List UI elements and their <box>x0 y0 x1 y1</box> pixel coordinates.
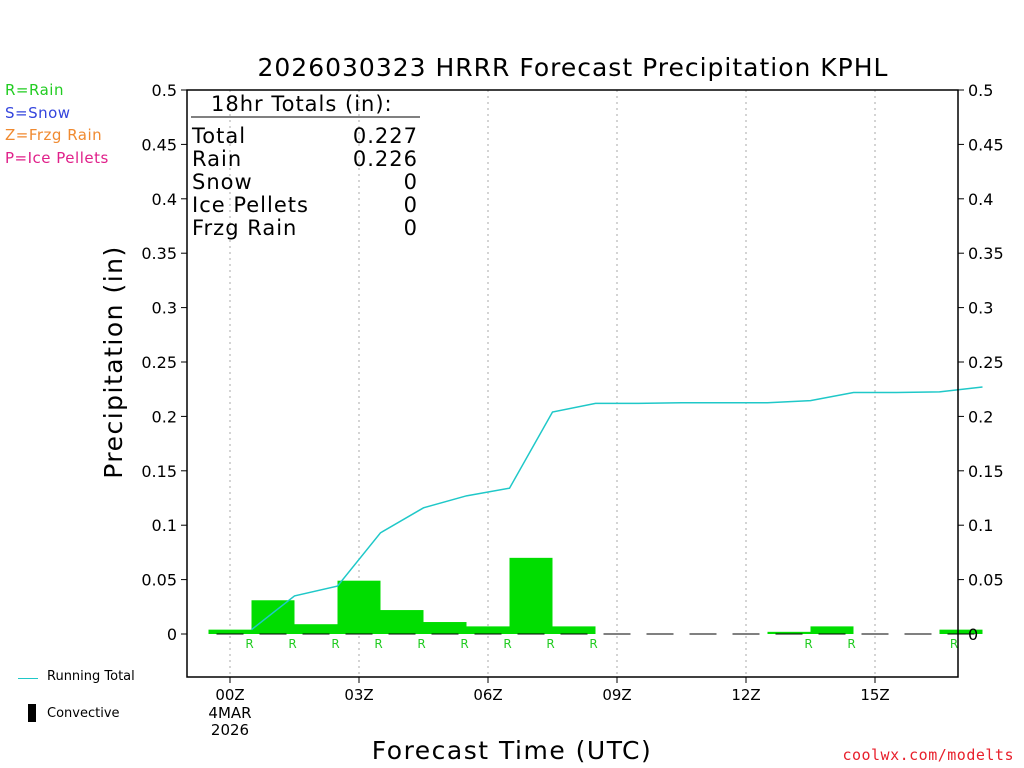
running-total-series <box>251 386 983 631</box>
ptype-label: R <box>417 637 425 651</box>
y-tick-label-right: 0.2 <box>968 407 993 426</box>
ptype-label: R <box>804 637 812 651</box>
convective-swatch <box>28 704 36 722</box>
x-tick-label: 09Z <box>602 686 631 704</box>
ptype-label: R <box>460 637 468 651</box>
ptype-label: R <box>245 637 253 651</box>
y-tick-label-left: 0.1 <box>152 516 177 535</box>
y-tick-label-right: 0.4 <box>968 190 993 209</box>
legend-freezing-rain: Z=Frzg Rain <box>5 126 103 144</box>
x-tick-sublabel: 2026 <box>211 721 249 739</box>
totals-row-value: 0 <box>404 216 418 240</box>
ptype-label: R <box>847 637 855 651</box>
precip-bar <box>939 629 983 634</box>
totals-row-label: Snow <box>192 170 253 194</box>
chart-axes <box>181 89 964 683</box>
x-tick-label: 12Z <box>731 686 760 704</box>
totals-row-value: 0.226 <box>353 147 418 171</box>
ptype-label: R <box>950 637 958 651</box>
totals-row-value: 0 <box>404 193 418 217</box>
precip-bar <box>509 557 553 634</box>
y-tick-label-left: 0.25 <box>141 353 177 372</box>
y-tick-label-left: 0.4 <box>152 190 177 209</box>
y-tick-label-left: 0.35 <box>141 244 177 263</box>
running-total-label: Running Total <box>47 669 135 684</box>
ptype-label: R <box>503 637 511 651</box>
precip-bar <box>294 624 338 634</box>
ptype-label: R <box>589 637 597 651</box>
legend-snow: S=Snow <box>5 104 71 122</box>
y-tick-label-right: 0.3 <box>968 299 993 318</box>
precip-bar <box>380 610 424 634</box>
precip-bar <box>251 600 295 634</box>
running-total-swatch <box>18 678 38 679</box>
totals-row-label: Total <box>191 124 246 148</box>
legend-rain: R=Rain <box>5 81 64 99</box>
chart-text: 0 00.05 0.050.1 0.10.15 0.150.2 0.20.25 0.250.… <box>99 53 1004 765</box>
x-tick-sublabel: 4MAR <box>208 704 251 722</box>
precip-bar <box>810 626 854 634</box>
y-tick-label-left: 0.2 <box>152 407 177 426</box>
y-tick-label-left: 0 <box>167 625 177 644</box>
y-tick-label-left: 0.45 <box>141 135 177 154</box>
y-tick-label-right: 0.45 <box>968 135 1004 154</box>
precip-bar <box>552 626 596 634</box>
ptype-label: R <box>288 637 296 651</box>
y-axis-title: Precipitation (in) <box>99 245 128 479</box>
site-credit: coolwx.com/modelts <box>842 746 1014 764</box>
vertical-gridlines <box>229 90 876 677</box>
ptype-label: R <box>331 637 339 651</box>
ptype-label: R <box>374 637 382 651</box>
precip-bar <box>208 629 252 634</box>
precip-bar <box>466 626 510 634</box>
y-tick-label-right: 0.05 <box>968 571 1004 590</box>
y-tick-label-right: 0.1 <box>968 516 993 535</box>
totals-row-value: 0 <box>404 170 418 194</box>
y-tick-label-right: 0 <box>968 625 978 644</box>
totals-row-label: Frzg Rain <box>192 216 297 240</box>
y-tick-label-right: 0.25 <box>968 353 1004 372</box>
y-tick-label-left: 0.3 <box>152 299 177 318</box>
precip-bar <box>337 580 381 634</box>
precip-bar <box>423 622 467 634</box>
x-tick-label: 06Z <box>473 686 502 704</box>
y-tick-label-left: 0.15 <box>141 462 177 481</box>
totals-row-label: Rain <box>192 147 242 171</box>
totals-row-label: Ice Pellets <box>192 193 309 217</box>
y-tick-label-left: 0.05 <box>141 571 177 590</box>
running-total-line <box>251 386 983 631</box>
chart-title: 2026030323 HRRR Forecast Precipitation K… <box>257 53 888 82</box>
plot-frame <box>186 89 959 678</box>
totals-row-value: 0.227 <box>353 124 418 148</box>
x-tick-label: 03Z <box>344 686 373 704</box>
totals-header: 18hr Totals (in): <box>211 92 393 116</box>
legend-ice-pellets: P=Ice Pellets <box>5 149 109 167</box>
precip-bar <box>767 631 811 634</box>
x-axis-title: Forecast Time (UTC) <box>372 736 652 765</box>
y-tick-label-right: 0.15 <box>968 462 1004 481</box>
x-tick-label: 15Z <box>860 686 889 704</box>
convective-label: Convective <box>47 706 120 721</box>
ptype-label: R <box>546 637 554 651</box>
y-tick-label-right: 0.5 <box>968 81 993 100</box>
y-tick-label-left: 0.5 <box>152 81 177 100</box>
y-tick-label-right: 0.35 <box>968 244 1004 263</box>
x-tick-label: 00Z <box>215 686 244 704</box>
